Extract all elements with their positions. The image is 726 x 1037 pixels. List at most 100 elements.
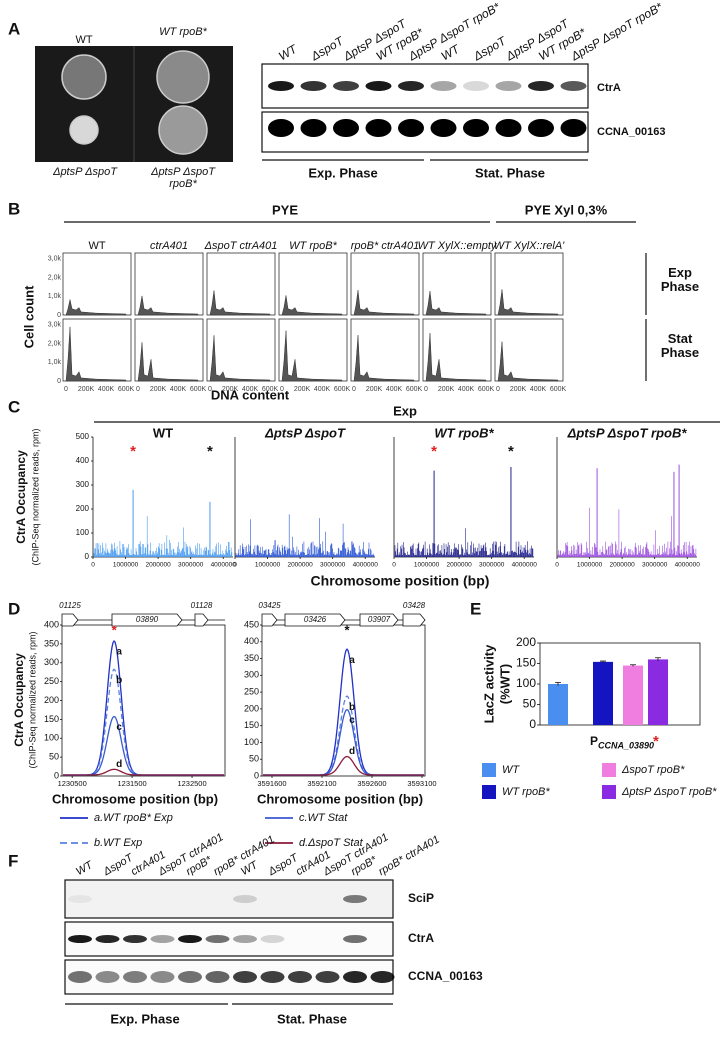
blot-band — [268, 81, 294, 91]
occupancy-noise — [93, 516, 233, 557]
legend-swatch — [602, 763, 616, 777]
y-tick-label: 100 — [516, 676, 536, 690]
plate-label: ΔptsP ΔspoT — [53, 166, 117, 178]
y-tick-label: 2,0k — [48, 274, 62, 281]
y-tick-label: 3,0k — [48, 321, 62, 328]
x-tick-label: 3000000 — [479, 562, 505, 569]
panel-letter: B — [8, 199, 20, 218]
y-tick-label: 400 — [44, 619, 59, 629]
blot-label: CtrA — [408, 931, 434, 945]
plot-title: WT — [153, 425, 173, 440]
blot-band — [205, 935, 230, 943]
curve-label: a — [116, 647, 122, 658]
blot-band — [300, 81, 327, 91]
x-tick-label: 400K — [458, 386, 475, 393]
blot-band — [343, 895, 367, 903]
x-tick-label: 3000000 — [178, 562, 204, 569]
x-axis-label: Chromosome position (bp) — [257, 791, 423, 806]
blot-band — [260, 971, 285, 983]
x-tick-label: 0 — [136, 386, 140, 393]
panel-letter: E — [470, 599, 481, 618]
blot-band — [560, 81, 587, 91]
blot-band — [333, 119, 359, 137]
blot-band — [370, 971, 395, 983]
histogram — [137, 295, 199, 316]
x-tick-label: 1000000 — [414, 562, 440, 569]
y-tick-label: 200 — [516, 635, 536, 649]
column-label-box: WT rpoB* — [289, 240, 337, 252]
histogram — [281, 330, 343, 382]
curve-label: d — [116, 759, 122, 770]
column-label: WT — [88, 239, 106, 252]
blot-band — [300, 119, 327, 137]
blot-band — [343, 935, 367, 943]
x-tick-label: 600K — [550, 386, 567, 393]
x-tick-label: 0 — [496, 386, 500, 393]
x-axis-label: CCNA_03890 — [598, 740, 654, 750]
blot-band — [495, 119, 522, 137]
column-label: ctrA401 — [150, 239, 188, 252]
y-tick-label: 400 — [76, 456, 90, 465]
x-tick-label: 200K — [150, 386, 167, 393]
gene-arrow — [284, 613, 346, 627]
colony — [156, 50, 210, 104]
row-label-box: Stat Phase — [660, 332, 700, 361]
phase-label: Exp. Phase — [308, 165, 377, 180]
x-tick-label: 400K — [386, 386, 403, 393]
y-tick-label: 300 — [44, 657, 59, 667]
blot-band — [268, 119, 294, 137]
column-label: WT XylX::relA' — [493, 239, 565, 252]
x-tick-label: 3592100 — [307, 779, 336, 788]
blot-band — [560, 119, 587, 137]
x-tick-label: 0 — [392, 562, 396, 569]
blot-band — [463, 81, 489, 91]
row-label: Stat Phase — [660, 332, 700, 361]
x-tick-label: 2000000 — [145, 562, 171, 569]
y-axis-label: (ChIP-Seq normalized reads, rpm) — [30, 428, 40, 565]
y-tick-label: 50 — [523, 697, 537, 711]
blot-band — [288, 971, 312, 983]
x-tick-label: 0 — [424, 386, 428, 393]
x-tick-label: 0 — [64, 386, 68, 393]
x-tick-label: 3592600 — [357, 779, 386, 788]
y-tick-label: 200 — [244, 703, 259, 713]
phase-label: Stat. Phase — [277, 1011, 347, 1026]
y-tick-label: 0 — [54, 770, 59, 780]
histogram — [65, 326, 127, 382]
x-tick-label: 200K — [438, 386, 455, 393]
y-tick-label: 100 — [244, 737, 259, 747]
y-tick-label: 50 — [49, 752, 59, 762]
blot-band — [430, 119, 457, 137]
column-label-box: WT XylX::relA' — [493, 239, 565, 252]
gene-arrow — [261, 613, 278, 627]
legend-swatch — [482, 785, 496, 799]
x-axis-label: DNA content — [211, 387, 290, 402]
gene-arrow — [61, 613, 79, 627]
y-tick-label: 350 — [44, 638, 59, 648]
gene-label: 03890 — [136, 615, 159, 624]
occupancy-noise — [557, 507, 697, 557]
phase-label: Exp. Phase — [110, 1011, 179, 1026]
legend-swatch — [482, 763, 496, 777]
plate-label-box: ΔptsP ΔspoT rpoB* — [151, 166, 215, 190]
histogram-frame — [422, 318, 492, 382]
histogram — [497, 341, 559, 382]
y-tick-label: 150 — [516, 656, 536, 670]
y-axis-label: CtrA Occupancy — [12, 653, 26, 747]
blot-band — [123, 971, 147, 983]
blot-band — [430, 81, 457, 91]
x-tick-label: 1000000 — [577, 562, 603, 569]
blot-band — [528, 119, 554, 137]
x-tick-label: 400K — [242, 386, 259, 393]
curve-label: c — [116, 722, 122, 733]
x-tick-label: 4000000 — [353, 562, 379, 569]
y-tick-label: 200 — [44, 695, 59, 705]
histogram — [137, 342, 199, 382]
histogram — [209, 290, 271, 316]
histogram-frame — [206, 318, 276, 382]
x-tick-label: 0 — [280, 386, 284, 393]
y-tick-label: 500 — [76, 432, 90, 441]
y-tick-label: 100 — [76, 528, 90, 537]
blot-band — [233, 935, 257, 943]
